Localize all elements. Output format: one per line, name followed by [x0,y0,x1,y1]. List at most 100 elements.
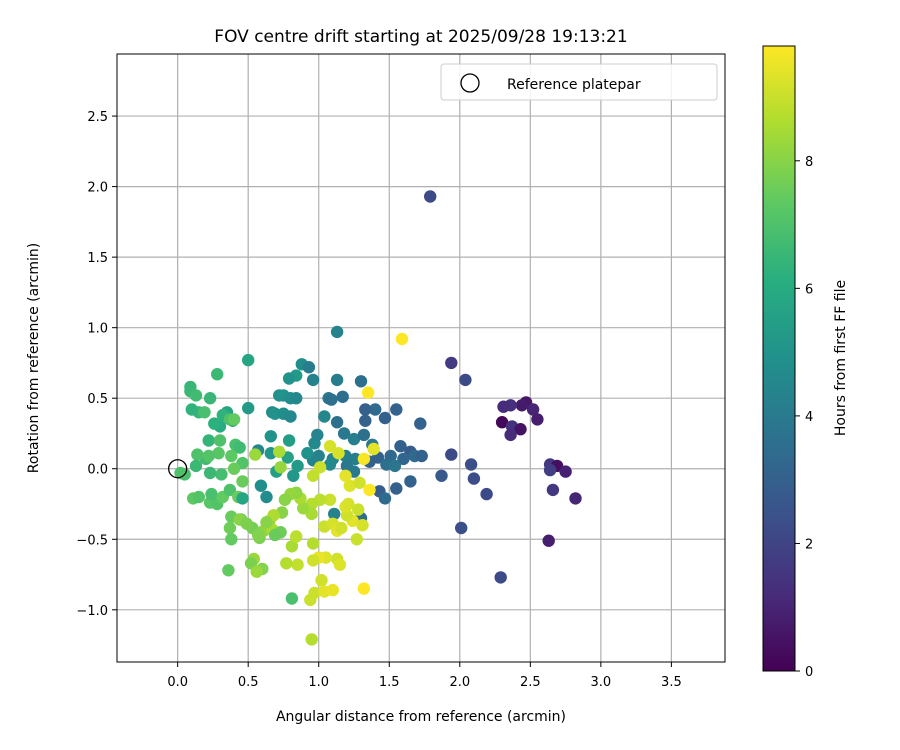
legend: Reference platepar [440,63,718,101]
legend-entry-reference: Reference platepar [507,77,641,93]
data-point-38 [336,390,349,403]
data-point-16 [569,492,582,505]
data-point-20 [480,487,493,501]
data-point-197 [313,461,327,474]
data-point-17 [542,534,555,547]
legend-box [440,63,718,101]
data-point-129 [192,490,205,504]
data-point-55 [349,452,362,466]
data-point-198 [323,440,337,453]
data-point-43 [337,427,351,440]
data-point-178 [356,519,369,532]
data-point-208 [274,461,287,474]
data-point-26 [435,469,448,482]
data-point-92 [260,490,273,504]
data-point-15 [546,483,560,497]
data-point-83 [282,434,296,447]
data-point-201 [357,452,371,466]
reference-platepar-marker [168,459,188,479]
data-point-182 [352,503,365,516]
data-point-189 [297,502,310,515]
data-point-34 [359,414,372,427]
data-point-156 [290,530,303,543]
data-point-85 [311,428,324,442]
data-point-175 [335,521,348,535]
x-tick-label-6: 3.0 [591,675,612,690]
data-point-158 [291,558,304,571]
data-point-19 [455,521,468,535]
data-point-203 [367,442,380,456]
data-point-49 [397,452,410,466]
colorbar-tick-label-4: 8 [805,155,813,170]
data-point-181 [342,497,355,511]
data-point-163 [315,574,328,587]
colorbar-ticks: 0 2 4 6 8 [795,155,813,680]
data-point-109 [198,406,211,419]
data-point-25 [445,448,458,461]
data-point-96 [242,353,255,367]
data-point-81 [284,410,297,423]
data-point-45 [357,428,371,442]
data-point-207 [273,445,286,458]
data-point-155 [285,540,299,553]
data-point-119 [227,462,241,475]
data-point-32 [369,403,382,416]
data-point-7 [495,416,509,429]
data-point-60 [323,458,337,471]
data-point-14 [559,465,572,478]
y-axis-ticks: −1.0 −0.5 0.0 0.5 1.0 1.5 2.0 2.5 [76,110,117,619]
data-point-171 [306,537,320,550]
data-point-40 [325,393,338,406]
data-point-132 [205,487,218,501]
colorbar-tick-label-2: 4 [805,410,813,425]
x-tick-label-3: 1.5 [379,675,400,690]
data-point-206 [357,582,371,595]
data-point-103 [185,403,198,416]
data-point-42 [330,416,344,429]
data-point-159 [280,557,293,570]
data-point-13 [543,463,557,477]
data-point-125 [189,459,203,473]
data-point-112 [227,413,241,426]
data-point-6 [531,413,544,426]
data-point-161 [305,633,318,646]
data-point-70 [302,361,316,374]
data-point-209 [249,448,262,461]
colorbar: 0 2 4 6 8 Hours from first FF file [762,45,849,680]
data-point-90 [287,469,300,482]
x-axis-label: Angular distance from reference (arcmin) [276,709,566,725]
data-point-35 [354,375,368,388]
data-point-200 [339,469,352,482]
data-point-24 [459,373,472,387]
data-point-117 [225,449,238,463]
y-tick-label-7: 2.5 [87,110,108,125]
data-point-95 [242,401,255,415]
data-point-0 [424,190,437,203]
y-axis-label: Rotation from reference (arcmin) [26,243,42,473]
data-point-107 [203,392,217,405]
data-point-4 [497,400,510,413]
grid [117,54,725,662]
x-tick-label-5: 2.5 [520,675,541,690]
data-point-23 [445,356,458,370]
data-point-167 [333,558,347,571]
x-tick-label-7: 3.5 [661,675,682,690]
data-point-162 [308,586,321,600]
data-point-41 [318,410,331,423]
data-point-106 [189,389,203,402]
data-point-211 [240,517,253,530]
data-point-149 [251,528,265,542]
data-point-116 [212,447,225,460]
data-point-121 [203,466,217,480]
data-point-141 [225,533,238,546]
data-point-77 [290,392,303,405]
colorbar-tick-label-3: 6 [805,282,813,297]
y-tick-label-6: 2.0 [87,181,108,196]
data-point-18 [494,571,507,584]
data-point-193 [278,493,292,506]
y-tick-label-2: 0.0 [87,463,108,478]
chart-title: FOV centre drift starting at 2025/09/28 … [214,27,627,47]
data-point-205 [395,332,409,346]
data-point-148 [268,528,282,542]
